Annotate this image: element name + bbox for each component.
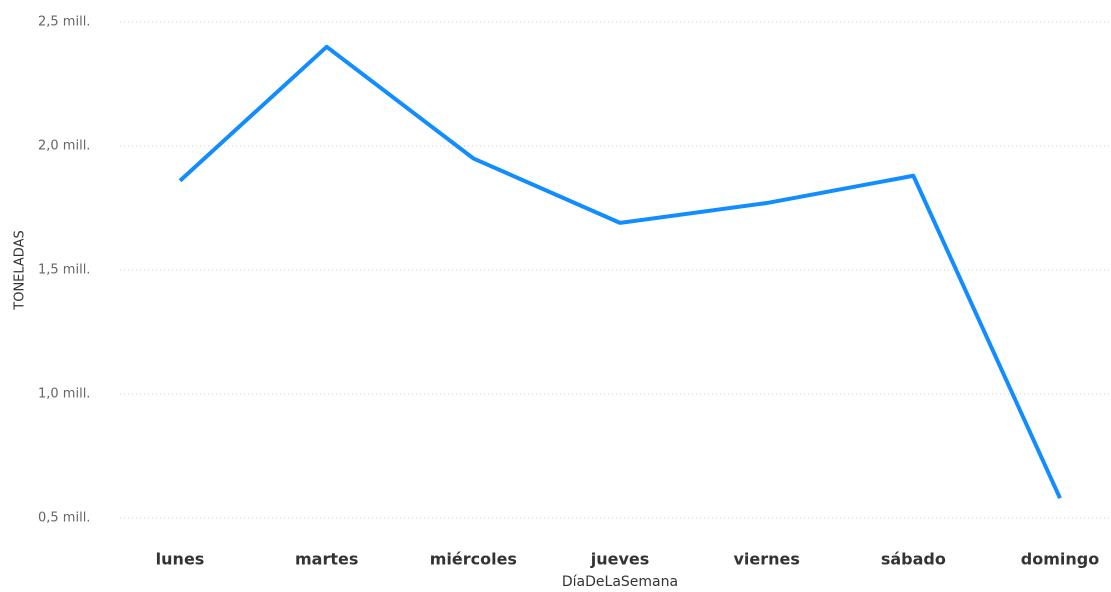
x-tick-label: miércoles xyxy=(430,550,517,569)
x-tick-label: domingo xyxy=(1021,550,1099,569)
x-tick-label: martes xyxy=(295,550,358,569)
x-tick-label: lunes xyxy=(156,550,205,569)
y-tick-label: 1,0 mill. xyxy=(38,387,90,402)
x-tick-label: jueves xyxy=(590,550,650,569)
x-tick-label: sábado xyxy=(881,550,946,569)
y-tick-label: 2,5 mill. xyxy=(38,15,90,30)
x-tick-label: viernes xyxy=(733,550,799,569)
y-tick-label: 0,5 mill. xyxy=(38,511,90,526)
y-tick-label: 2,0 mill. xyxy=(38,139,90,154)
line xyxy=(178,44,1062,499)
x-axis-title: DíaDeLaSemana xyxy=(562,574,678,590)
y-axis-title: TONELADAS xyxy=(13,230,28,310)
y-tick-label: 1,5 mill. xyxy=(38,263,90,278)
